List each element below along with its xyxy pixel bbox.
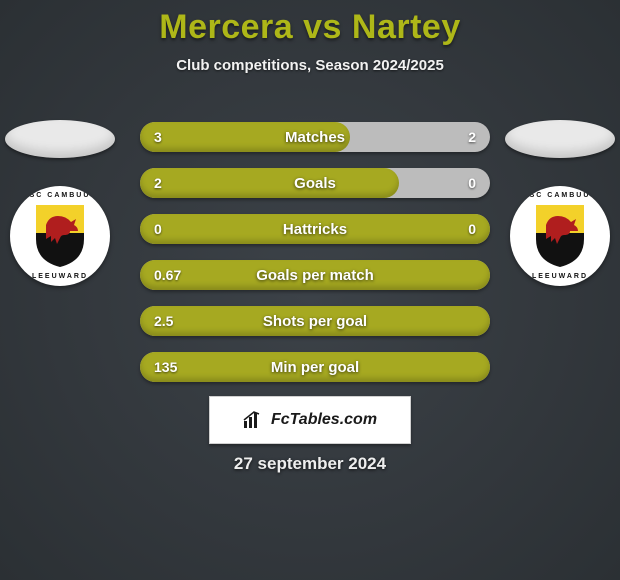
page-subtitle: Club competitions, Season 2024/2025 [0, 57, 620, 74]
stat-bar-fill [140, 214, 490, 244]
brand-text: FcTables.com [271, 411, 377, 429]
date-label: 27 september 2024 [0, 454, 620, 474]
player-left-panel: SC CAMBUU LEEUWARD [0, 120, 120, 286]
player-right-panel: SC CAMBUU LEEUWARD [500, 120, 620, 286]
stat-row: Goals per match0.67 [140, 260, 490, 290]
shield-icon [532, 203, 588, 269]
club-logo-left-top-text: SC CAMBUU [30, 192, 91, 199]
club-logo-left-bottom-text: LEEUWARD [32, 273, 88, 280]
club-logo-left: SC CAMBUU LEEUWARD [10, 186, 110, 286]
page-title: Mercera vs Nartey [0, 0, 620, 47]
stat-row: Hattricks00 [140, 214, 490, 244]
stat-bar-fill [140, 306, 490, 336]
club-logo-right-top-text: SC CAMBUU [530, 192, 591, 199]
stat-row: Shots per goal2.5 [140, 306, 490, 336]
stat-bar-fill [140, 122, 350, 152]
shield-icon [32, 203, 88, 269]
club-logo-right: SC CAMBUU LEEUWARD [510, 186, 610, 286]
stat-row: Min per goal135 [140, 352, 490, 382]
stat-row: Goals20 [140, 168, 490, 198]
comparison-infographic: Mercera vs Nartey Club competitions, Sea… [0, 0, 620, 580]
stat-bar-fill [140, 260, 490, 290]
bar-chart-icon [243, 411, 265, 429]
brand-box: FcTables.com [209, 396, 411, 444]
player-left-placeholder [5, 120, 115, 158]
stats-bars: Matches32 Goals20 Hattricks00 Goals per mat… [140, 122, 490, 398]
club-logo-right-bottom-text: LEEUWARD [532, 273, 588, 280]
stat-bar-fill [140, 352, 490, 382]
stat-row: Matches32 [140, 122, 490, 152]
player-right-placeholder [505, 120, 615, 158]
stat-bar-fill [140, 168, 399, 198]
